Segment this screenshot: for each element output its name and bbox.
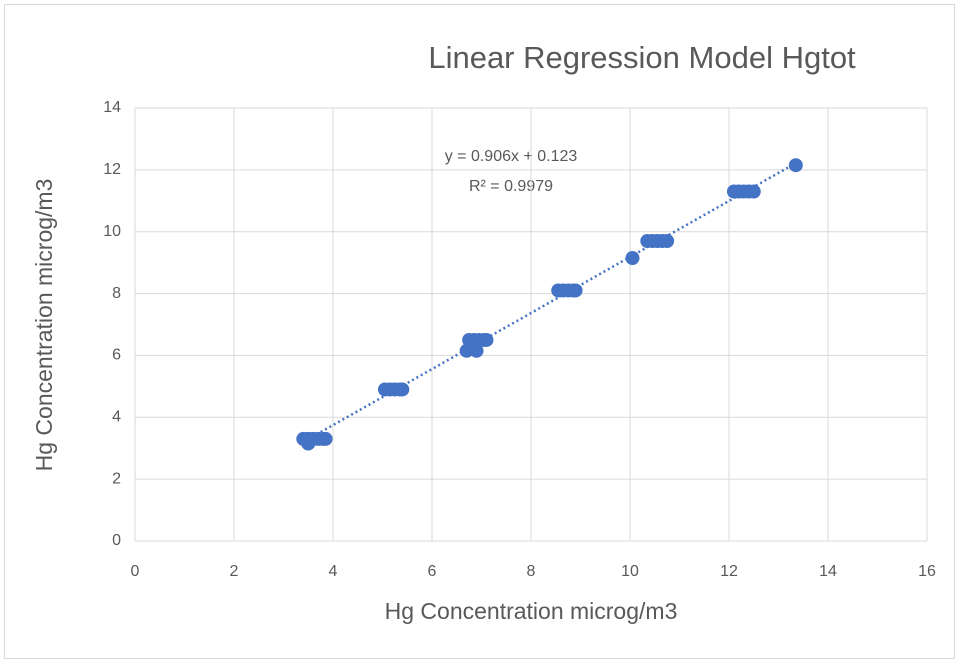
- y-tick-label: 12: [103, 161, 121, 178]
- y-axis-title: Hg Concentration microg/m3: [31, 179, 57, 472]
- point: [318, 431, 333, 446]
- x-tick-label: 4: [329, 563, 338, 580]
- point: [395, 382, 410, 397]
- point: [479, 332, 494, 347]
- y-tick-label: 14: [103, 99, 121, 116]
- trendline-equation: y = 0.906x + 0.123: [445, 148, 578, 165]
- chart-title: Linear Regression Model Hgtot: [428, 40, 856, 75]
- y-tick-label: 2: [112, 470, 121, 487]
- chart-border: [4, 4, 955, 659]
- y-tick-label: 10: [103, 223, 121, 240]
- x-axis-title: Hg Concentration microg/m3: [385, 598, 678, 624]
- point: [660, 233, 675, 248]
- x-tick-label: 10: [621, 563, 639, 580]
- x-tick-label: 0: [131, 563, 140, 580]
- y-tick-label: 4: [112, 409, 121, 426]
- point: [625, 251, 640, 266]
- x-tick-label: 2: [230, 563, 239, 580]
- trendline-r2: R² = 0.9979: [469, 178, 553, 195]
- point: [568, 283, 583, 298]
- y-tick-label: 8: [112, 285, 121, 302]
- x-tick-label: 8: [527, 563, 536, 580]
- point: [469, 343, 484, 358]
- x-tick-label: 14: [819, 563, 837, 580]
- point: [301, 436, 316, 451]
- y-tick-label: 6: [112, 347, 121, 364]
- point: [459, 343, 474, 358]
- point: [788, 158, 803, 173]
- point: [746, 184, 761, 199]
- x-tick-label: 12: [720, 563, 738, 580]
- y-tick-label: 0: [112, 532, 121, 549]
- x-tick-label: 6: [428, 563, 437, 580]
- x-tick-label: 16: [918, 563, 936, 580]
- trendline: [302, 162, 797, 444]
